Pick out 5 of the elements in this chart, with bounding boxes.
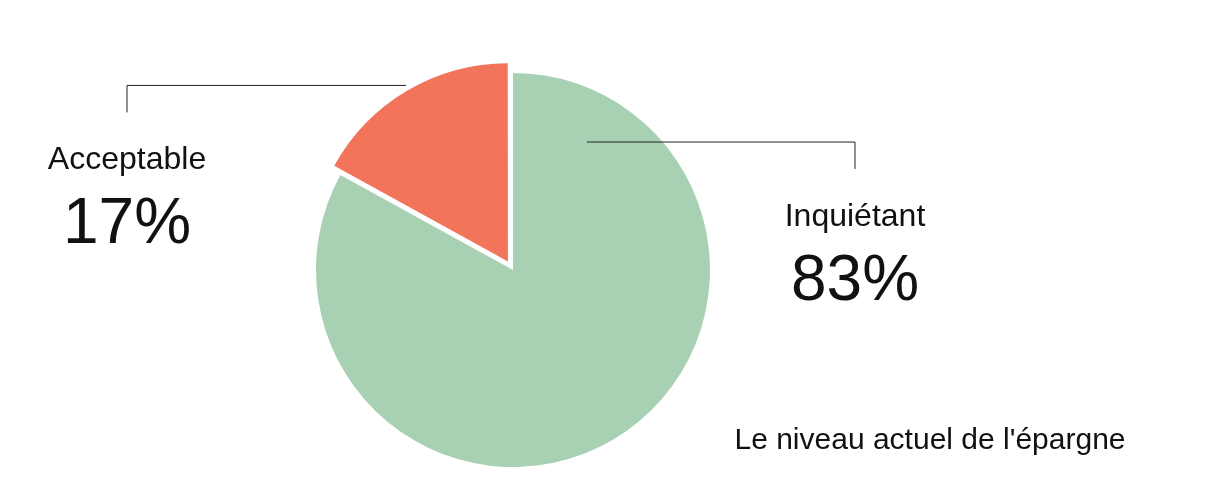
slice-label: Inquiétant (784, 196, 926, 233)
text: Le niveau actuel de l'épargne (733, 422, 1127, 456)
data-label: 83% (790, 241, 920, 314)
data-label: 17% (62, 185, 192, 258)
slice-label: Acceptable (47, 140, 207, 177)
